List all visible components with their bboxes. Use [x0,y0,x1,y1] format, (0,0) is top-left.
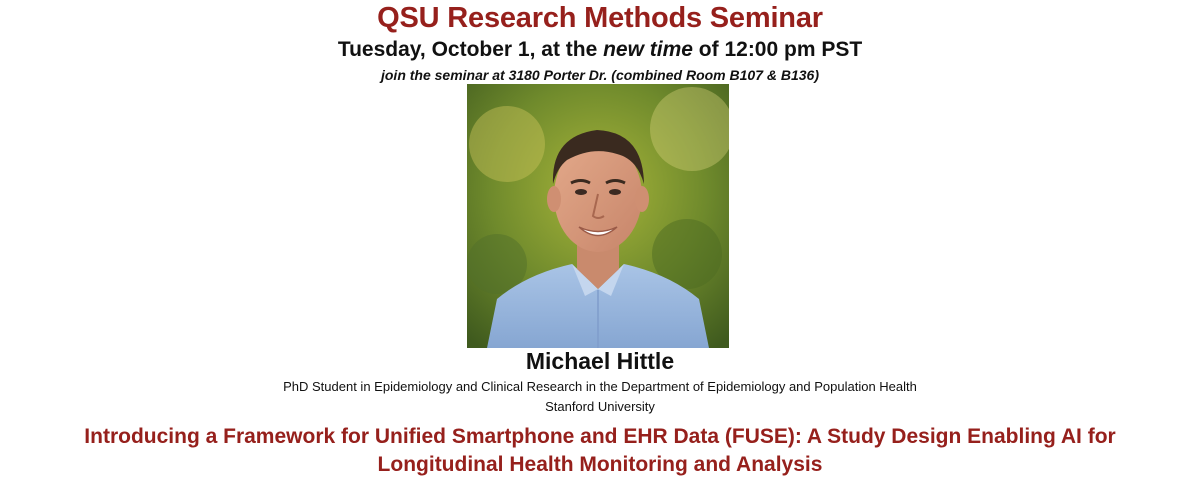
speaker-name: Michael Hittle [525,348,675,374]
date-emphasis: new time [603,38,693,61]
seminar-location: join the seminar at 3180 Porter Dr. (com… [380,67,820,83]
seminar-title: QSU Research Methods Seminar [377,2,823,34]
talk-title-line-1: Introducing a Framework for Unified Smar… [84,425,1116,448]
seminar-date-time: Tuesday, October 1, at the new time of 1… [0,38,1200,62]
speaker-institution: Stanford University [545,399,655,414]
speaker-affiliation: PhD Student in Epidemiology and Clinical… [283,379,917,394]
talk-title-line-2: Longitudinal Health Monitoring and Analy… [377,453,823,476]
speaker-photo [467,84,729,348]
date-suffix: of 12:00 pm PST [692,38,863,61]
date-prefix: Tuesday, October 1, at the [337,38,604,61]
